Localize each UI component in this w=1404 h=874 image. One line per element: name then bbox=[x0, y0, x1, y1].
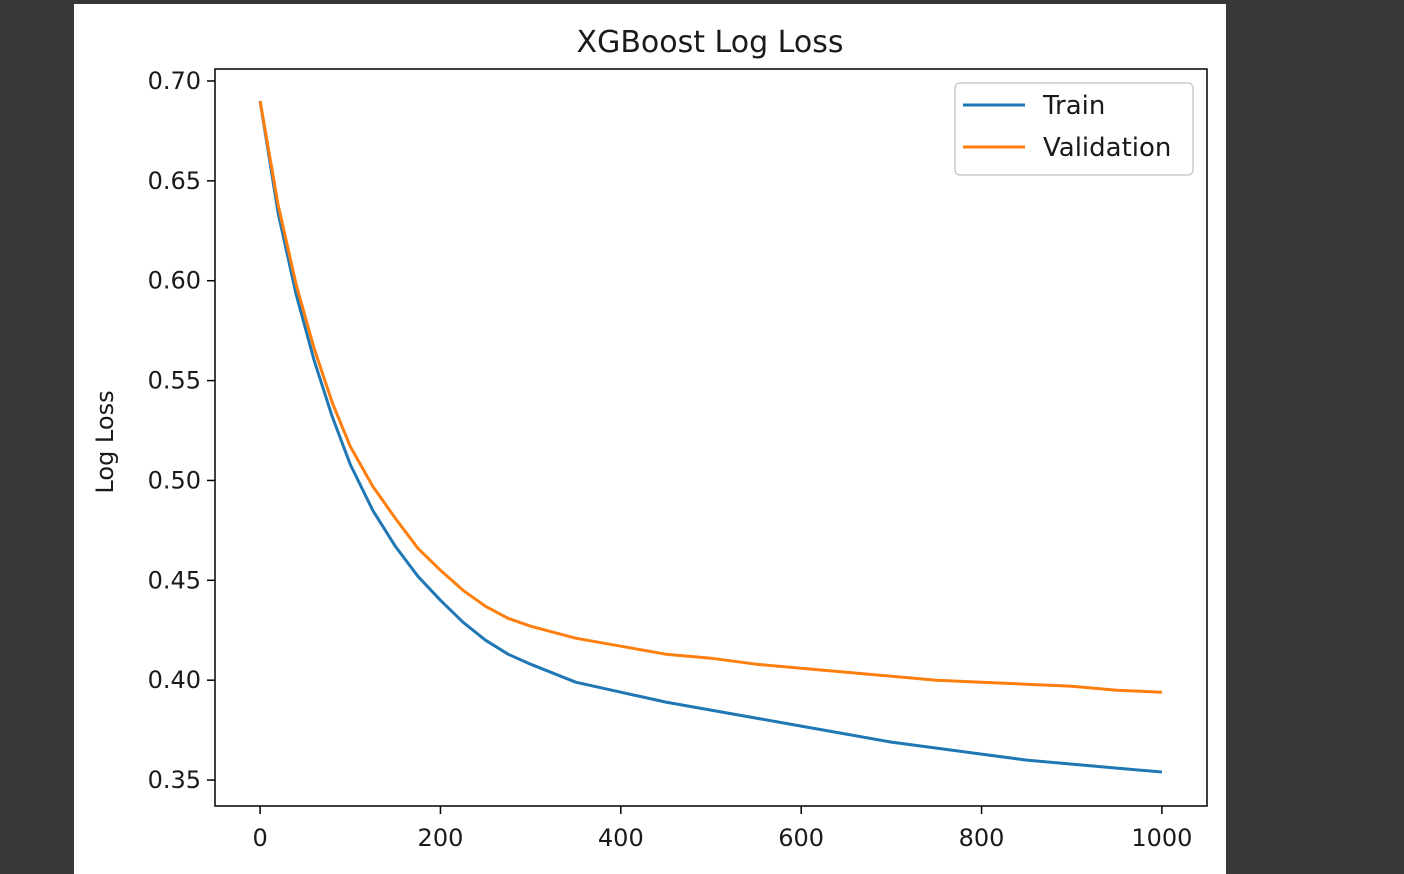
x-tick-label: 400 bbox=[598, 824, 644, 852]
legend-label-train: Train bbox=[1042, 91, 1105, 121]
y-tick-label: 0.45 bbox=[148, 566, 201, 594]
chart-title: XGBoost Log Loss bbox=[577, 25, 844, 60]
y-axis-label: Log Loss bbox=[91, 390, 119, 493]
legend-label-validation: Validation bbox=[1043, 133, 1171, 163]
series-line-validation bbox=[258, 100, 1162, 694]
y-tick-label: 0.35 bbox=[148, 766, 201, 794]
x-tick-label: 200 bbox=[418, 824, 464, 852]
legend: Train Validation bbox=[954, 82, 1194, 176]
plot-lines bbox=[258, 100, 1163, 774]
y-axis-ticks: 0.35 0.40 0.45 0.50 0.55 0.60 0.65 0.70 bbox=[148, 67, 215, 794]
x-tick-label: 600 bbox=[778, 824, 824, 852]
series-line-train bbox=[258, 100, 1163, 774]
x-axis-ticks: 0 200 400 600 800 1000 bbox=[252, 806, 1192, 852]
plot-frame bbox=[214, 68, 1208, 807]
y-tick-label: 0.70 bbox=[148, 67, 201, 95]
chart-canvas: XGBoost Log Loss Log Loss 0 200 400 600 800 1… bbox=[91, 25, 1208, 852]
y-tick-label: 0.40 bbox=[148, 666, 201, 694]
y-tick-label: 0.50 bbox=[148, 466, 201, 494]
x-tick-label: 0 bbox=[252, 824, 267, 852]
y-tick-label: 0.55 bbox=[148, 367, 201, 395]
x-tick-label: 1000 bbox=[1131, 824, 1192, 852]
y-tick-label: 0.65 bbox=[148, 167, 201, 195]
x-tick-label: 800 bbox=[959, 824, 1005, 852]
y-tick-label: 0.60 bbox=[148, 267, 201, 295]
figure: XGBoost Log Loss Log Loss 0 200 400 600 800 1… bbox=[74, 4, 1226, 874]
